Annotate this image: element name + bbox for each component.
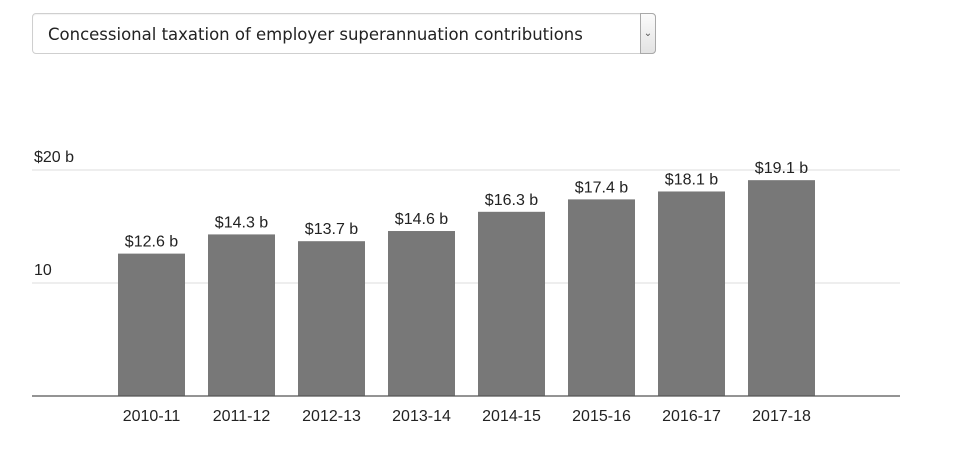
x-tick-label: 2015-16 — [572, 408, 631, 425]
data-label: $13.7 b — [305, 221, 358, 238]
category-select-value: Concessional taxation of employer supera… — [48, 25, 583, 44]
x-tick-label: 2013-14 — [392, 408, 451, 425]
data-label: $17.4 b — [575, 179, 628, 196]
x-tick-label: 2011-12 — [213, 408, 271, 425]
data-label: $14.6 b — [395, 211, 448, 228]
data-label: $12.6 b — [125, 234, 178, 251]
chevron-down-icon[interactable]: ⌄ — [640, 13, 656, 54]
y-tick-label: $20 b — [34, 149, 74, 166]
x-tick-label: 2010-11 — [123, 408, 181, 425]
bar — [298, 241, 365, 396]
data-label: $16.3 b — [485, 192, 538, 209]
x-tick-label: 2017-18 — [752, 408, 811, 425]
data-label: $19.1 b — [755, 160, 808, 177]
data-label: $14.3 b — [215, 214, 268, 231]
bar — [658, 191, 725, 396]
x-tick-label: 2012-13 — [302, 408, 361, 425]
data-label: $18.1 b — [665, 171, 718, 188]
x-tick-label: 2016-17 — [662, 408, 721, 425]
bar — [388, 231, 455, 396]
y-tick-label: 10 — [34, 262, 52, 279]
bar — [118, 253, 185, 396]
bar — [208, 234, 275, 396]
category-select[interactable]: Concessional taxation of employer supera… — [32, 13, 656, 54]
bar — [478, 211, 545, 396]
bar — [748, 180, 815, 396]
bar — [568, 199, 635, 396]
x-tick-label: 2014-15 — [482, 408, 541, 425]
